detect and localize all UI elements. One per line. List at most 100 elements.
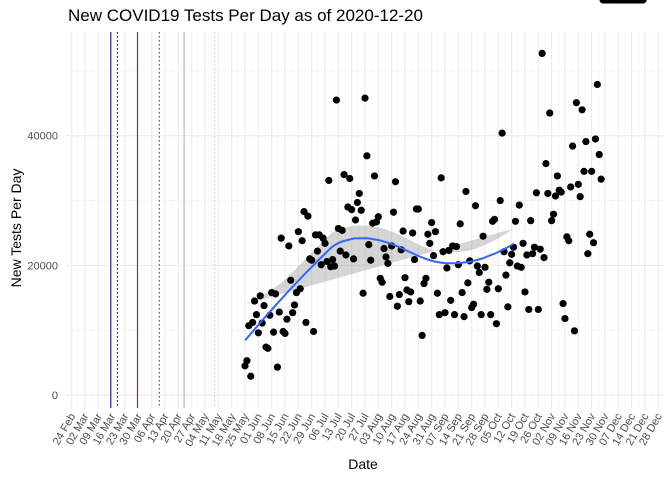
data-point [576, 193, 584, 201]
data-point [597, 175, 605, 183]
data-point [378, 278, 386, 286]
data-point [431, 228, 440, 236]
data-point [551, 192, 560, 200]
data-point [414, 205, 422, 213]
data-point [534, 305, 542, 314]
data-point [382, 253, 390, 261]
data-point [243, 357, 251, 365]
data-point [359, 289, 367, 297]
data-point [536, 245, 544, 253]
data-point [582, 137, 590, 146]
y-tick-label: 20000 [27, 260, 58, 272]
data-point [349, 255, 358, 263]
grid-layer [66, 32, 664, 408]
data-point [338, 226, 346, 234]
data-point [433, 289, 441, 297]
data-point [336, 247, 344, 255]
data-point [249, 318, 257, 327]
data-point [450, 311, 459, 319]
data-points [241, 0, 647, 380]
data-point [578, 106, 586, 114]
data-point [439, 248, 447, 256]
data-point [553, 172, 561, 180]
data-point [532, 189, 541, 197]
data-point [260, 301, 268, 310]
data-point [340, 171, 348, 179]
data-point [561, 314, 569, 323]
data-point [586, 230, 594, 238]
data-point [363, 152, 371, 160]
data-point [492, 320, 501, 328]
data-point [506, 259, 514, 267]
data-point [355, 189, 363, 198]
data-point [460, 312, 468, 321]
data-point [426, 239, 434, 247]
data-point [391, 178, 400, 186]
data-point [568, 142, 577, 150]
data-point [405, 298, 413, 306]
data-point [256, 292, 264, 300]
y-tick-label: 40000 [27, 131, 58, 143]
data-point [540, 254, 548, 262]
y-axis-title: New Tests Per Day [8, 169, 24, 288]
data-point [542, 160, 550, 168]
data-point [584, 250, 592, 258]
data-point [296, 285, 304, 293]
data-point [428, 218, 436, 227]
data-point [294, 228, 302, 236]
data-point [290, 301, 299, 309]
data-point [572, 99, 580, 107]
data-point [401, 274, 409, 282]
data-point [511, 217, 520, 225]
data-point [525, 305, 533, 314]
data-point [559, 300, 567, 308]
data-point [435, 311, 443, 319]
data-point [254, 329, 262, 337]
data-point [395, 290, 403, 299]
data-point [393, 302, 401, 310]
data-point [367, 256, 375, 264]
data-point [374, 213, 382, 221]
data-point [479, 232, 487, 240]
data-point [521, 288, 529, 296]
data-point [588, 167, 596, 175]
data-point [443, 264, 451, 272]
data-point [485, 278, 493, 286]
data-point [557, 188, 565, 196]
data-point [591, 135, 600, 143]
data-point [361, 94, 369, 102]
data-point [589, 239, 598, 247]
data-point [565, 237, 573, 245]
data-point [494, 285, 502, 293]
data-point [353, 198, 361, 207]
data-point [273, 363, 281, 371]
data-point [346, 174, 354, 183]
y-tick-label: 0 [52, 390, 58, 402]
data-point [527, 217, 535, 225]
smooth-curve [244, 237, 515, 342]
data-point [384, 259, 392, 268]
smooth-line [244, 237, 515, 342]
data-point [490, 215, 499, 223]
data-point [452, 242, 461, 251]
y-tick-labels: 0 20000 40000 [27, 131, 58, 402]
data-point [302, 318, 310, 327]
data-point [530, 243, 539, 251]
data-point [298, 237, 306, 245]
data-point [309, 327, 318, 336]
data-point [515, 201, 523, 209]
data-point [517, 263, 525, 271]
data-point [289, 309, 297, 317]
data-point [487, 311, 495, 319]
data-point [549, 210, 558, 218]
data-point [456, 220, 464, 228]
data-point [567, 183, 575, 191]
data-point [464, 279, 472, 287]
data-point [386, 292, 394, 301]
data-point [380, 244, 388, 253]
confidence-band-area [245, 225, 514, 305]
data-point [357, 206, 365, 214]
data-point [519, 239, 527, 247]
